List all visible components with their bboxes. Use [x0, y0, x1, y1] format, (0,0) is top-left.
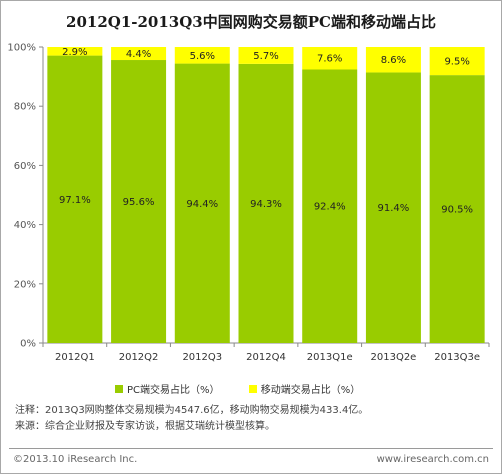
bar-segment-mobile [302, 47, 358, 70]
bar-segment-pc [174, 63, 230, 344]
legend-label-mobile: 移动端交易占比（%） [260, 385, 361, 396]
x-category-label: 2013Q2e [371, 352, 417, 363]
data-label-mobile: 2.9% [62, 47, 87, 58]
bar-segment-pc [111, 60, 167, 344]
chart-notes: 注释：2013Q3网购整体交易规模为4547.6亿，移动购物交易规模为433.4… [15, 403, 368, 435]
data-label-pc: 92.4% [314, 202, 346, 213]
bar-segment-mobile [365, 47, 421, 73]
footer: ©2013.10 iResearch Inc. www.iresearch.co… [9, 448, 493, 471]
bar-segment-pc [429, 75, 485, 344]
x-category-label: 2012Q4 [246, 352, 286, 363]
bar-segment-mobile [111, 47, 167, 61]
legend-swatch-pc [115, 384, 123, 393]
legend-item-mobile: 移动端交易占比（%） [248, 381, 361, 396]
x-category-label: 2012Q3 [182, 352, 222, 363]
data-label-mobile: 4.4% [126, 49, 151, 60]
bar-segment-pc [365, 72, 421, 344]
bar-segment-pc [238, 63, 294, 343]
website-text: www.iresearch.com.cn [376, 454, 489, 465]
y-tick-label: 80% [14, 102, 36, 113]
bar-segment-mobile [238, 47, 294, 64]
data-label-pc: 94.3% [250, 199, 282, 210]
data-label-mobile: 9.5% [444, 57, 469, 68]
legend-label-pc: PC端交易占比（%） [127, 385, 220, 396]
bar-segment-pc [302, 69, 358, 343]
bar-segment-mobile [47, 47, 103, 56]
x-category-label: 2013Q3e [434, 352, 480, 363]
data-label-pc: 91.4% [378, 203, 410, 214]
legend-item-pc: PC端交易占比（%） [115, 381, 220, 396]
y-tick-label: 0% [20, 339, 36, 350]
data-label-pc: 97.1% [59, 195, 91, 206]
note-line: 注释：2013Q3网购整体交易规模为4547.6亿，移动购物交易规模为433.4… [15, 405, 369, 416]
data-label-mobile: 5.6% [190, 51, 215, 62]
bar-segment-mobile [429, 47, 485, 76]
source-line: 来源：综合企业财报及专家访谈，根据艾瑞统计模型核算。 [15, 421, 275, 432]
chart-legend: PC端交易占比（%） 移动端交易占比（%） [115, 381, 386, 396]
y-tick-label: 100% [7, 43, 36, 54]
x-category-label: 2013Q1e [307, 352, 353, 363]
legend-swatch-mobile [248, 384, 257, 393]
x-category-label: 2012Q2 [119, 352, 159, 363]
data-label-mobile: 8.6% [381, 55, 406, 66]
data-label-pc: 94.4% [186, 199, 218, 210]
data-label-pc: 95.6% [123, 197, 155, 208]
data-label-pc: 90.5% [441, 205, 473, 216]
bar-segment-pc [47, 55, 103, 344]
x-category-label: 2012Q1 [55, 352, 95, 363]
data-label-mobile: 7.6% [317, 54, 342, 65]
y-tick-label: 20% [14, 279, 36, 290]
y-tick-label: 40% [14, 220, 36, 231]
copyright-text: ©2013.10 iResearch Inc. [13, 454, 138, 465]
y-tick-label: 60% [14, 161, 36, 172]
bar-segment-mobile [174, 47, 230, 64]
chart-title: 2012Q1-2013Q3中国网购交易额PC端和移动端占比 [66, 13, 436, 31]
stacked-bar-chart: 0% 20% 40% 60% 80% 100% 97.1% 2.9% 2012Q1 95.6% 4.… [7, 43, 490, 363]
data-label-mobile: 5.7% [253, 51, 278, 62]
